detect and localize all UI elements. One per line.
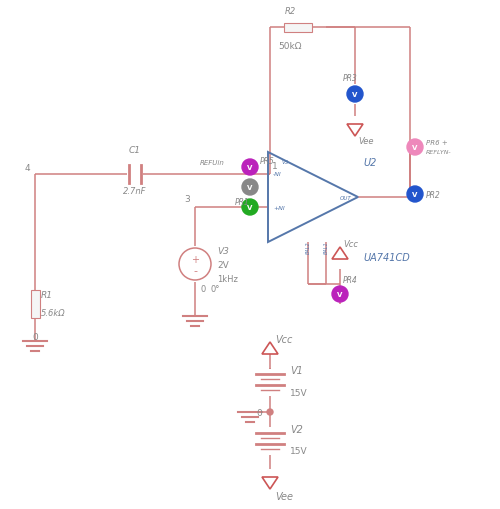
Text: PR3: PR3	[342, 74, 357, 83]
Text: V: V	[248, 185, 252, 191]
Text: 50kΩ: 50kΩ	[278, 42, 302, 51]
Text: 0: 0	[200, 285, 205, 294]
Text: UA741CD: UA741CD	[363, 252, 410, 263]
Circle shape	[179, 248, 211, 280]
Text: -: -	[193, 266, 197, 275]
Circle shape	[347, 87, 363, 103]
Text: OUT: OUT	[340, 195, 351, 200]
Text: V: V	[352, 92, 358, 98]
Text: 2V: 2V	[217, 260, 229, 269]
Text: 2.7nF: 2.7nF	[124, 187, 147, 195]
Text: REFLYN-: REFLYN-	[426, 150, 452, 155]
Text: V1: V1	[290, 365, 303, 375]
Circle shape	[242, 180, 258, 195]
Text: REFUin: REFUin	[200, 160, 225, 165]
Circle shape	[242, 160, 258, 176]
Text: PR2: PR2	[426, 190, 441, 199]
Text: V2: V2	[290, 424, 303, 434]
Circle shape	[332, 287, 348, 302]
Text: PR5: PR5	[260, 157, 275, 165]
Text: BAL1: BAL1	[324, 241, 328, 253]
Text: V: V	[412, 145, 418, 151]
Text: Vee: Vee	[275, 491, 293, 501]
Circle shape	[407, 140, 423, 156]
Text: +NI: +NI	[273, 205, 285, 210]
Text: V: V	[248, 205, 252, 211]
Text: +: +	[191, 254, 199, 265]
Text: Vcc: Vcc	[343, 240, 358, 248]
Text: 15V: 15V	[290, 388, 308, 397]
Text: -NI: -NI	[273, 172, 282, 177]
Text: Vee: Vee	[358, 137, 374, 146]
Text: PR6 +: PR6 +	[426, 140, 448, 146]
Text: 1kHz: 1kHz	[217, 274, 238, 283]
Text: PR1: PR1	[234, 197, 250, 207]
Text: 0°: 0°	[210, 285, 220, 294]
Text: BAL2: BAL2	[306, 241, 310, 253]
Text: 5.6kΩ: 5.6kΩ	[41, 308, 66, 317]
Text: 0: 0	[256, 408, 262, 417]
Text: 0: 0	[32, 332, 38, 342]
Text: V: V	[412, 191, 418, 197]
Circle shape	[407, 187, 423, 203]
Bar	[284, 23, 312, 33]
Text: R1: R1	[41, 290, 53, 299]
Text: C1: C1	[129, 146, 141, 155]
Text: R2: R2	[284, 7, 296, 16]
Text: Vcc: Vcc	[275, 334, 292, 344]
Text: 3: 3	[184, 194, 190, 204]
Text: 4: 4	[24, 164, 30, 173]
Circle shape	[242, 200, 258, 216]
Text: V3: V3	[217, 246, 229, 255]
Text: V: V	[338, 292, 342, 297]
Text: VS-: VS-	[282, 160, 290, 165]
Bar	[30, 291, 40, 318]
Text: 1: 1	[272, 162, 278, 171]
Text: PR4: PR4	[343, 275, 357, 285]
Text: U2: U2	[363, 158, 376, 167]
Text: V: V	[248, 165, 252, 171]
Text: 15V: 15V	[290, 446, 308, 456]
Circle shape	[267, 409, 273, 415]
